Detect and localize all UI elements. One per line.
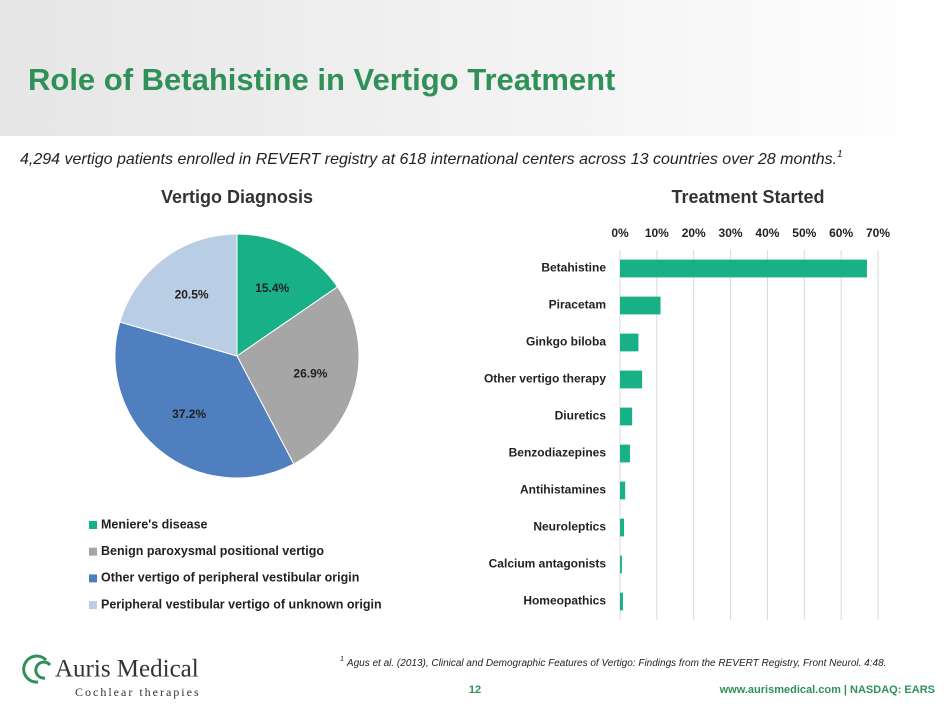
subtitle-note: 1 [837,149,843,160]
y-tick-label: Other vertigo therapy [484,372,606,386]
legend-swatch [89,547,97,556]
footnote: 1 Agus et al. (2013), Clinical and Demogr… [340,656,886,669]
bar [620,592,623,611]
legend-label: Other vertigo of peripheral vestibular o… [101,571,359,585]
bar [620,296,661,315]
x-tick-label: 50% [792,226,816,240]
legend-label: Peripheral vestibular vertigo of unknown… [101,597,382,611]
bar [620,481,626,500]
y-tick-label: Betahistine [541,261,606,275]
legend-swatch [89,521,97,529]
chart-title: Vertigo Diagnosis [161,187,313,207]
y-tick-label: Calcium antagonists [489,557,607,571]
data-label: 37.2% [172,407,206,421]
slide-title: Role of Betahistine in Vertigo Treatment [28,62,615,97]
chart-title: Treatment Started [671,187,824,207]
footnote-mark: 1 [340,656,344,663]
y-tick-label: Piracetam [549,298,606,312]
data-label: 15.4% [255,281,289,295]
logo-name: Auris Medical [55,656,199,683]
y-tick-label: Homeopathics [523,594,606,608]
subtitle: 4,294 vertigo patients enrolled in REVER… [20,149,843,169]
logo-icon [22,654,52,684]
x-tick-label: 40% [755,226,779,240]
data-label: 26.9% [293,366,327,380]
bar [620,259,867,278]
footnote-text: Agus et al. (2013), Clinical and Demogra… [346,658,887,669]
legend-label: Benign paroxysmal positional vertigo [101,544,324,558]
bar [620,518,625,537]
header-band [0,0,950,136]
y-tick-label: Antihistamines [520,483,606,497]
bar [620,370,643,389]
pie-slice [236,286,360,465]
logo-tagline: Cochlear therapies [75,685,201,699]
y-tick-label: Benzodiazepines [509,446,607,460]
y-tick-label: Diuretics [555,409,607,423]
y-tick-label: Ginkgo biloba [526,335,606,349]
legend-swatch [89,574,97,583]
x-tick-label: 0% [611,226,629,240]
bar [620,555,622,574]
pie-slice [236,233,339,357]
x-tick-label: 60% [829,226,853,240]
x-tick-label: 70% [866,226,890,240]
legend-swatch [89,601,97,610]
x-tick-label: 10% [645,226,669,240]
legend-label: Meniere's disease [101,517,208,531]
bar [620,444,630,463]
subtitle-text: 4,294 vertigo patients enrolled in REVER… [20,151,837,168]
x-tick-label: 20% [682,226,706,240]
y-tick-label: Neuroleptics [533,520,606,534]
page-number: 12 [469,684,481,696]
pie-slice [119,233,238,357]
bar [620,333,639,352]
pie-slice [114,321,295,479]
data-label: 20.5% [175,288,209,302]
footer: www.aurismedical.com | NASDAQ: EARS [719,684,935,696]
x-tick-label: 30% [719,226,743,240]
bar [620,407,633,426]
